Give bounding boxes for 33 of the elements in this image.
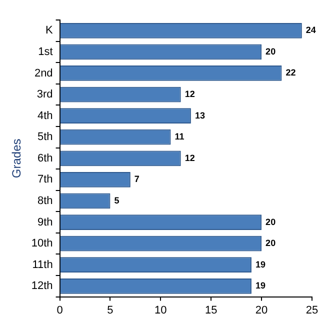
y-tick-label: 10th — [31, 238, 53, 250]
y-tick-label: 2nd — [34, 67, 53, 80]
y-tick-label: 12th — [31, 280, 53, 292]
y-tick-label: 6th — [38, 152, 53, 164]
data-label: 11 — [174, 132, 184, 142]
y-tick-label: 3rd — [36, 88, 53, 101]
data-label: 19 — [255, 280, 266, 291]
x-tick-label: 10 — [154, 304, 167, 316]
data-label: 13 — [194, 110, 205, 120]
y-tick-label: 8th — [38, 195, 53, 208]
x-tick-label: 5 — [107, 304, 114, 316]
y-tick-label: 11th — [32, 258, 53, 271]
y-axis-title: Grades — [10, 138, 24, 178]
data-label: 22 — [286, 68, 296, 78]
x-tick-label: 25 — [306, 304, 318, 316]
data-label: 7 — [134, 174, 140, 184]
data-label: 5 — [114, 195, 120, 206]
x-tick-label: 15 — [205, 304, 218, 316]
data-label: 24 — [306, 25, 316, 36]
y-tick-label: 5th — [38, 131, 53, 144]
data-label: 19 — [255, 259, 266, 270]
x-tick-label: 20 — [255, 304, 268, 316]
y-tick-label: 7th — [38, 174, 53, 186]
data-label: 20 — [266, 216, 276, 227]
data-label: 20 — [266, 238, 276, 248]
y-tick-label: 4th — [38, 110, 53, 122]
data-label: 12 — [184, 89, 195, 100]
data-label: 20 — [266, 46, 276, 56]
x-tick-label: 0 — [56, 304, 63, 316]
data-label: 12 — [184, 152, 195, 163]
y-tick-label: 9th — [38, 216, 53, 228]
y-tick-label: K — [45, 24, 54, 37]
y-tick-label: 1st — [38, 46, 53, 58]
